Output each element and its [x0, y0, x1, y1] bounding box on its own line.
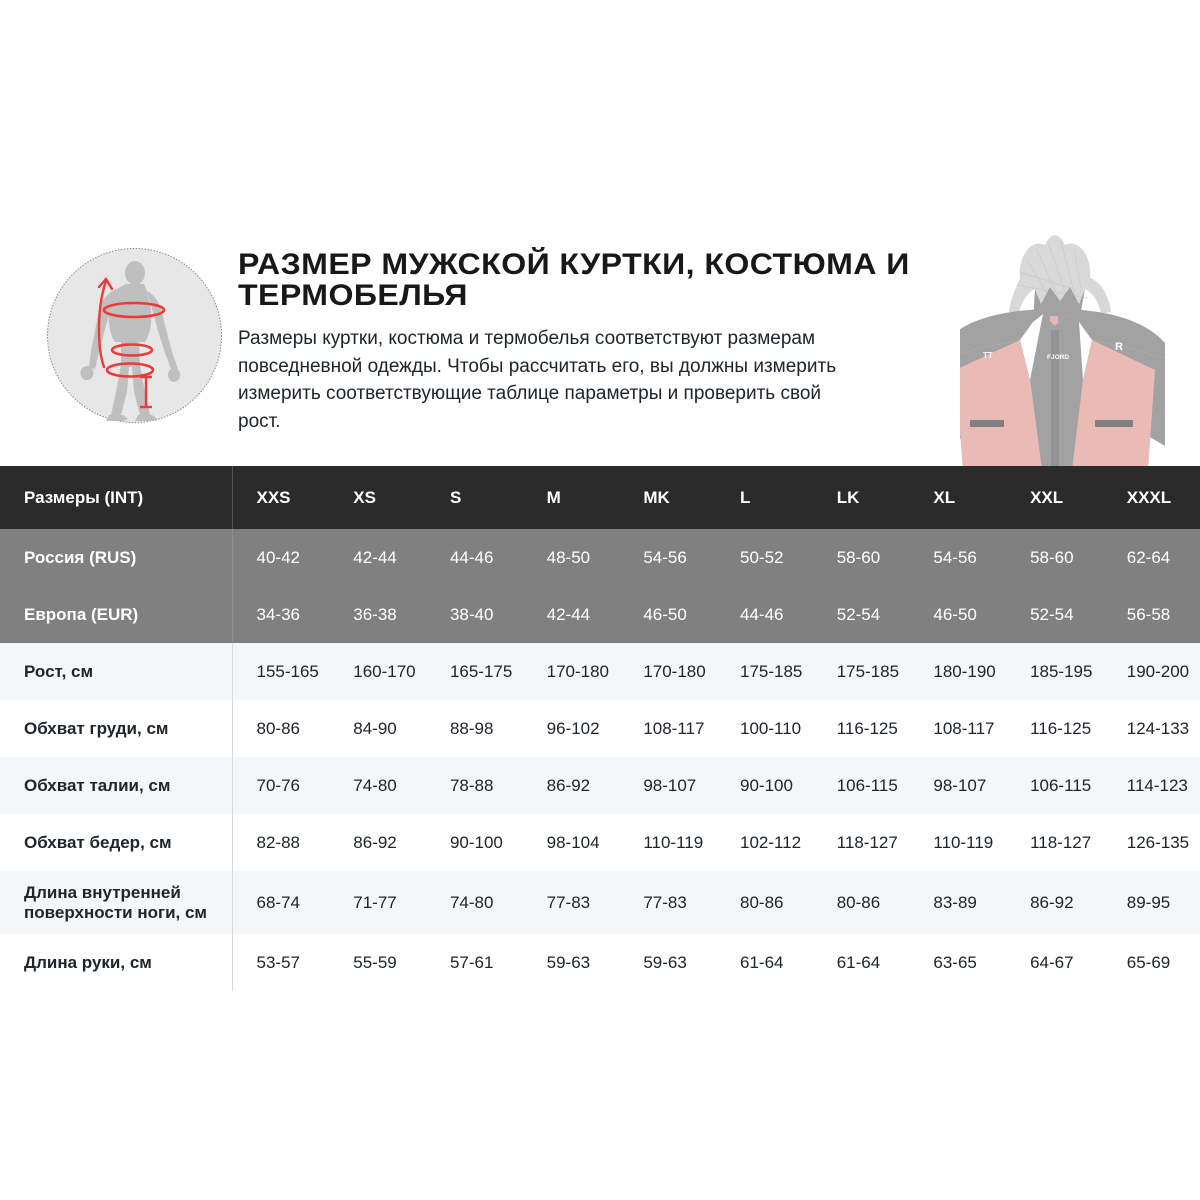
svg-text:FJORD: FJORD	[1047, 354, 1069, 361]
svg-text:R: R	[1115, 341, 1123, 353]
svg-text:TT: TT	[983, 351, 993, 360]
